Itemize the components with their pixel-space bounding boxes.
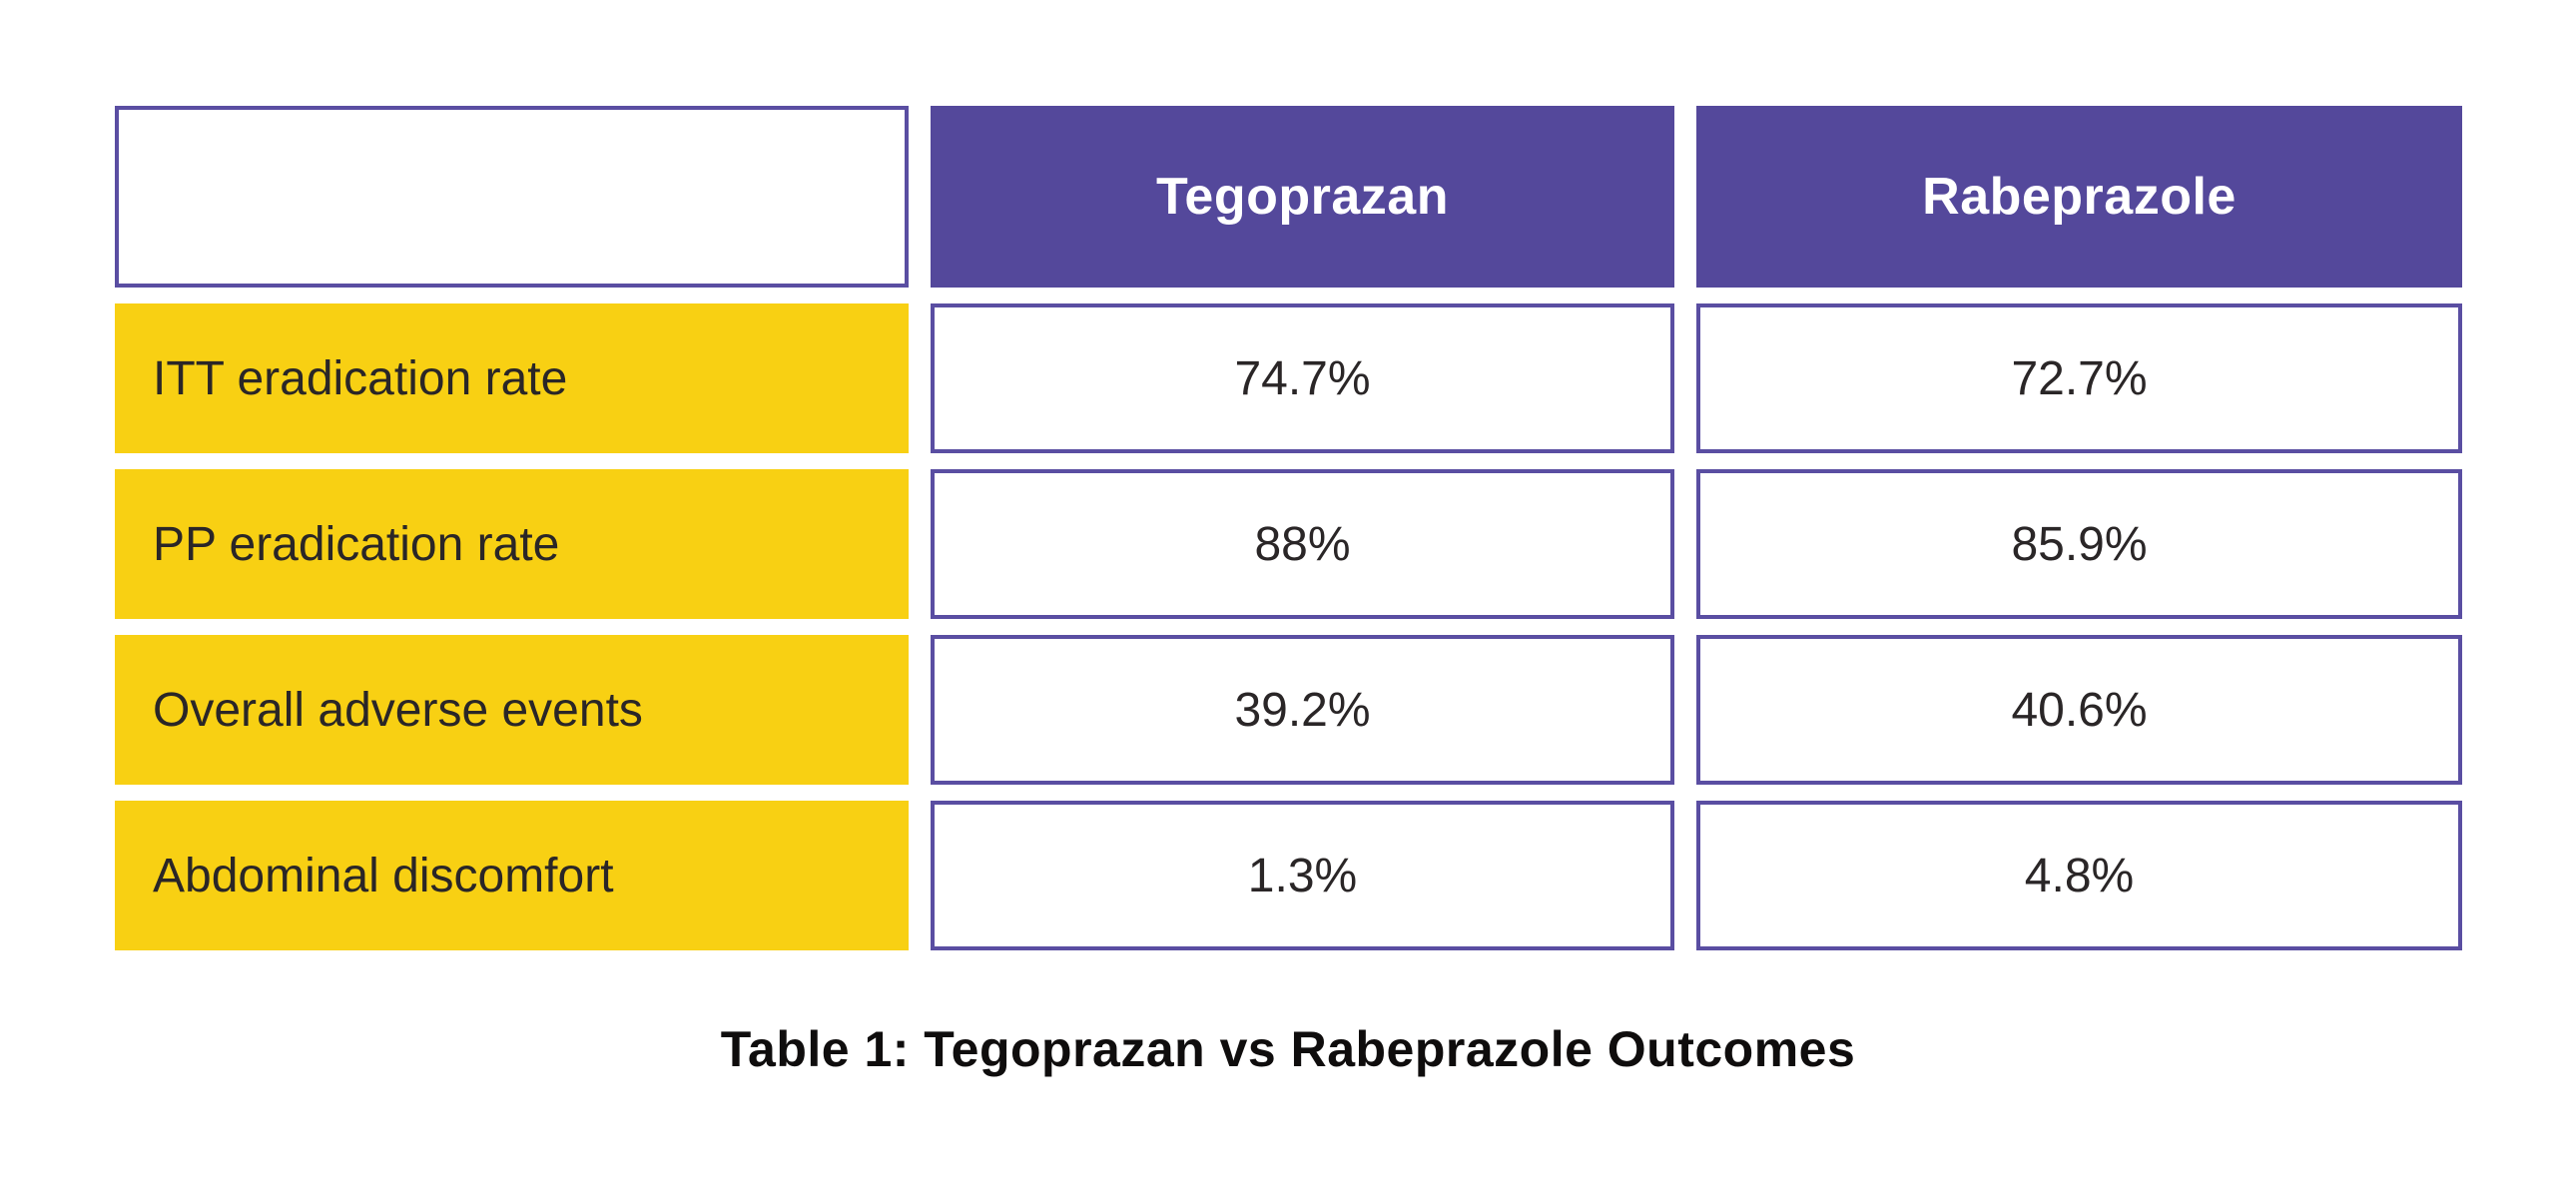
value-cell-adverse-rabeprazole: 40.6% bbox=[1696, 635, 2462, 785]
value-cell-pp-rabeprazole: 85.9% bbox=[1696, 469, 2462, 619]
value-cell-pp-tegoprazan: 88% bbox=[931, 469, 1674, 619]
table-corner-cell bbox=[115, 106, 909, 288]
value-cell-itt-tegoprazan: 74.7% bbox=[931, 303, 1674, 453]
value-cell-abdominal-tegoprazan: 1.3% bbox=[931, 801, 1674, 950]
table-caption: Table 1: Tegoprazan vs Rabeprazole Outco… bbox=[720, 1021, 1856, 1077]
value-cell-itt-rabeprazole: 72.7% bbox=[1696, 303, 2462, 453]
value-cell-adverse-tegoprazan: 39.2% bbox=[931, 635, 1674, 785]
column-header-tegoprazan: Tegoprazan bbox=[931, 106, 1674, 288]
column-header-rabeprazole: Rabeprazole bbox=[1696, 106, 2462, 288]
row-label-abdominal-discomfort: Abdominal discomfort bbox=[115, 801, 909, 950]
row-label-itt-eradication-rate: ITT eradication rate bbox=[115, 303, 909, 453]
outcomes-table: Tegoprazan Rabeprazole ITT eradication r… bbox=[115, 106, 2462, 950]
row-label-overall-adverse-events: Overall adverse events bbox=[115, 635, 909, 785]
row-label-pp-eradication-rate: PP eradication rate bbox=[115, 469, 909, 619]
value-cell-abdominal-rabeprazole: 4.8% bbox=[1696, 801, 2462, 950]
